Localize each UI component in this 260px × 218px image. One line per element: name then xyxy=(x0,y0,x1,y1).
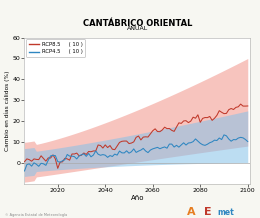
X-axis label: Año: Año xyxy=(131,195,144,201)
Y-axis label: Cambio en días cálidos (%): Cambio en días cálidos (%) xyxy=(4,71,10,151)
Text: © Agencia Estatal de Meteorología: © Agencia Estatal de Meteorología xyxy=(5,213,67,217)
Text: E: E xyxy=(204,207,212,217)
Title: CANTÁBRICO ORIENTAL: CANTÁBRICO ORIENTAL xyxy=(83,19,192,28)
Legend: RCP8.5     ( 10 ), RCP4.5     ( 10 ): RCP8.5 ( 10 ), RCP4.5 ( 10 ) xyxy=(26,39,86,57)
Text: A: A xyxy=(187,207,196,217)
Text: ANUAL: ANUAL xyxy=(127,26,148,31)
Text: met: met xyxy=(217,208,234,217)
